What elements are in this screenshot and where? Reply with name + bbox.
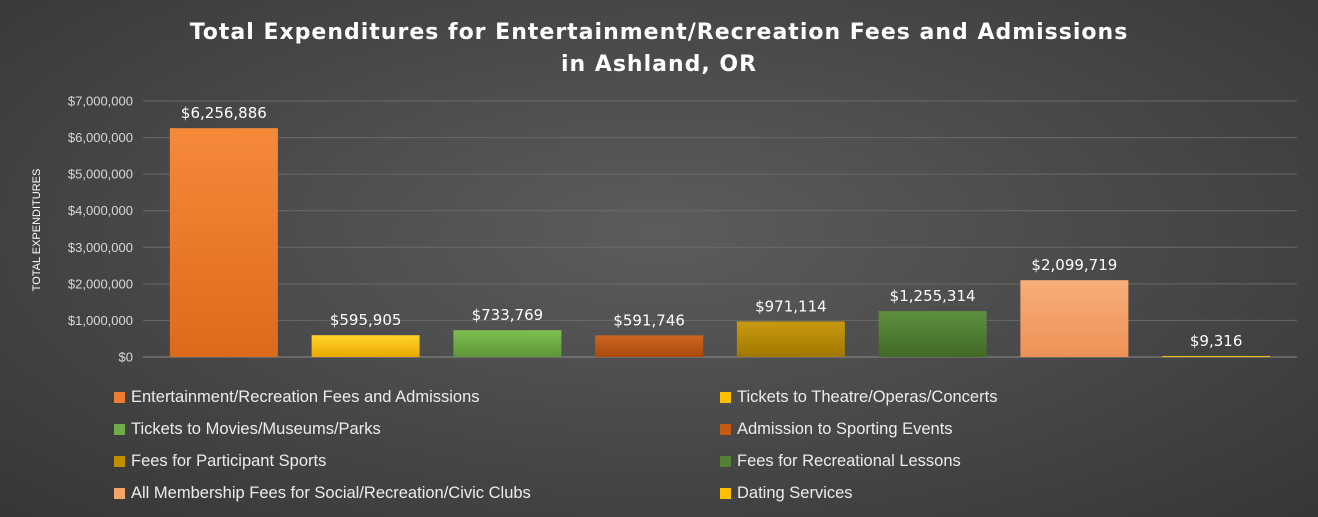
legend-item: Dating Services <box>720 477 1200 509</box>
y-tick-label: $5,000,000 <box>68 167 133 182</box>
legend-swatch <box>720 487 731 499</box>
y-tick-label: $0 <box>119 350 133 365</box>
legend-item: Fees for Participant Sports <box>114 445 720 477</box>
legend-label: Entertainment/Recreation Fees and Admiss… <box>131 387 480 406</box>
legend-label: Tickets to Movies/Museums/Parks <box>131 419 381 438</box>
legend-label: All Membership Fees for Social/Recreatio… <box>131 483 531 502</box>
bar-3 <box>453 330 562 357</box>
data-label-8: $9,316 <box>1190 332 1243 350</box>
legend-item: Tickets to Movies/Museums/Parks <box>114 413 720 445</box>
legend-item: Entertainment/Recreation Fees and Admiss… <box>114 381 720 413</box>
legend-item: All Membership Fees for Social/Recreatio… <box>114 477 720 509</box>
legend-label: Dating Services <box>737 483 853 502</box>
bar-8 <box>1162 356 1271 357</box>
legend-swatch <box>720 423 731 435</box>
chart-title-line-1: Total Expenditures for Entertainment/Rec… <box>190 20 1129 45</box>
data-label-3: $733,769 <box>472 306 544 324</box>
y-tick-label: $6,000,000 <box>68 130 133 145</box>
legend: Entertainment/Recreation Fees and Admiss… <box>114 381 1214 509</box>
legend-label: Fees for Participant Sports <box>131 451 327 470</box>
y-tick-label: $4,000,000 <box>68 203 133 218</box>
data-label-2: $595,905 <box>330 311 402 329</box>
legend-swatch <box>114 423 125 435</box>
y-axis-ticks: $0 $1,000,000 $2,000,000 $3,000,000 $4,000,0… <box>68 94 133 365</box>
bar-1 <box>169 128 278 357</box>
y-tick-label: $2,000,000 <box>68 276 133 291</box>
data-label-7: $2,099,719 <box>1031 256 1117 274</box>
bars <box>169 128 1271 357</box>
data-label-1: $6,256,886 <box>181 104 267 122</box>
legend-item: Tickets to Theatre/Operas/Concerts <box>720 381 1200 413</box>
bar-5 <box>736 321 845 357</box>
bar-2 <box>311 335 420 357</box>
legend-item: Admission to Sporting Events <box>720 413 1200 445</box>
legend-swatch <box>114 455 125 467</box>
chart-title-line-2: in Ashland, OR <box>561 52 757 77</box>
legend-swatch <box>720 455 731 467</box>
legend-swatch <box>114 487 125 499</box>
y-axis-title: TOTAL EXPENDITURES <box>31 169 43 292</box>
y-tick-label: $7,000,000 <box>68 94 133 109</box>
legend-label: Fees for Recreational Lessons <box>737 451 961 470</box>
data-label-4: $591,746 <box>613 311 685 329</box>
bar-6 <box>878 311 987 357</box>
data-label-5: $971,114 <box>755 297 827 315</box>
data-label-6: $1,255,314 <box>890 287 976 305</box>
legend-swatch <box>720 391 731 403</box>
bar-4 <box>595 335 704 357</box>
chart: Total Expenditures for Entertainment/Rec… <box>31 20 1297 365</box>
legend-label: Tickets to Theatre/Operas/Concerts <box>737 387 998 406</box>
legend-swatch <box>114 391 125 403</box>
gridlines <box>143 100 1297 358</box>
y-tick-label: $3,000,000 <box>68 240 133 255</box>
legend-label: Admission to Sporting Events <box>737 419 953 438</box>
bar-7 <box>1020 280 1129 357</box>
y-tick-label: $1,000,000 <box>68 313 133 328</box>
legend-item: Fees for Recreational Lessons <box>720 445 1200 477</box>
data-labels: $6,256,886 $595,905 $733,769 $591,746 $971,1… <box>181 104 1242 350</box>
